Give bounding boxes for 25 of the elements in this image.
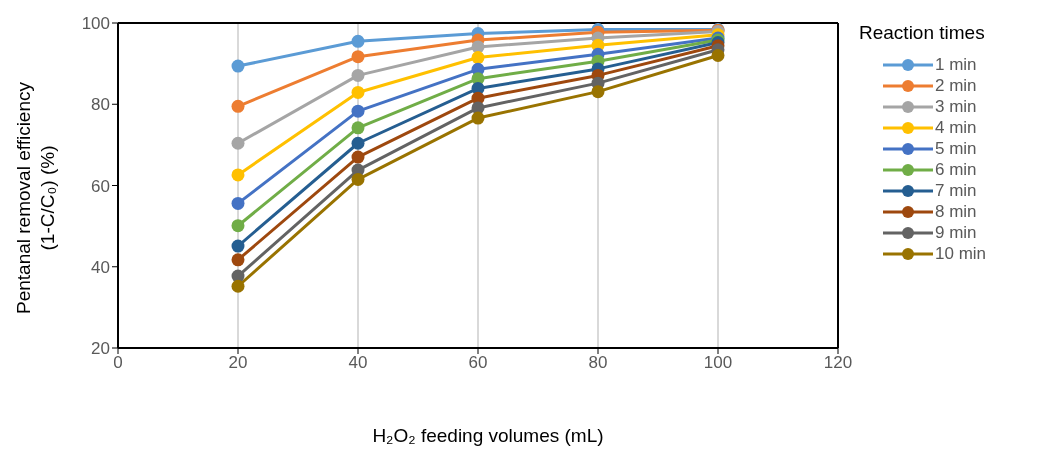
y-tick-label: 100 xyxy=(81,14,110,34)
x-tick-label: 40 xyxy=(348,353,368,373)
legend-label: 10 min xyxy=(935,243,987,264)
legend-title: Reaction times xyxy=(859,22,986,44)
legend-label: 8 min xyxy=(935,201,977,222)
y-tick-label: 20 xyxy=(91,339,110,359)
x-tick-label: 80 xyxy=(588,353,608,373)
y-tick-label: 80 xyxy=(91,95,110,115)
legend-label: 7 min xyxy=(935,180,977,201)
legend-label: 6 min xyxy=(935,159,977,180)
legend-label: 9 min xyxy=(935,222,977,243)
x-tick-label: 60 xyxy=(468,353,488,373)
y-tick-label: 40 xyxy=(91,257,110,277)
x-tick-label: 120 xyxy=(823,353,853,373)
x-tick-label: 20 xyxy=(228,353,248,373)
y-tick-label: 60 xyxy=(91,176,110,196)
y-axis-title: Pentanal removal efficiency (1-C/C₀) (%) xyxy=(13,81,58,314)
x-axis-title: H₂O₂ feeding volumes (mL) xyxy=(372,425,604,446)
legend-label: 3 min xyxy=(935,96,977,117)
x-tick-label: 0 xyxy=(113,353,123,373)
legend-label: 5 min xyxy=(935,138,977,159)
legend-label: 4 min xyxy=(935,117,977,138)
legend-label: 1 min xyxy=(935,54,977,75)
legend-label: 2 min xyxy=(935,75,977,96)
x-tick-label: 100 xyxy=(703,353,733,373)
